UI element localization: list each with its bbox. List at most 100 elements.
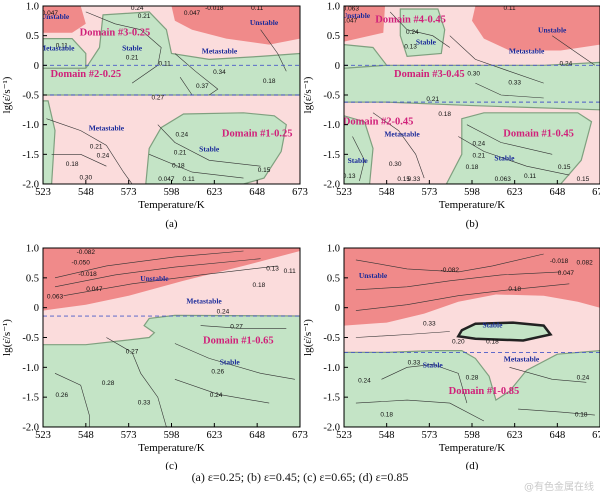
y-tick-label: -1.5 — [22, 150, 39, 161]
x-tick-label: 648 — [549, 187, 565, 198]
x-tick-label: 598 — [464, 187, 480, 198]
x-tick-label: 648 — [549, 430, 565, 441]
region-unstable — [171, 6, 300, 45]
contour-label: 0.27 — [230, 324, 243, 331]
y-axis-label: lg(ε̇/s⁻¹) — [302, 76, 314, 113]
contour-line — [389, 11, 450, 48]
panel-letter: (c) — [165, 460, 178, 470]
region-label: Unstable — [342, 11, 371, 20]
contour-label: 0.27 — [126, 349, 139, 356]
contour-label: 0.11 — [284, 268, 297, 275]
y-tick-label: 1.0 — [327, 2, 340, 13]
contour-label: 0.24 — [577, 374, 590, 381]
region-stable — [399, 8, 446, 58]
contour-label: 0.15 — [258, 167, 271, 174]
region-unstable — [344, 6, 385, 42]
x-tick-label: 623 — [507, 187, 523, 198]
contour-label: 0.21 — [426, 96, 439, 103]
contour-label: 0.34 — [213, 69, 226, 76]
x-tick-label: 598 — [464, 430, 480, 441]
y-tick-label: -1.5 — [22, 393, 39, 404]
region-stable — [344, 349, 600, 427]
y-axis-label: lg(ε̇/s⁻¹) — [302, 319, 314, 356]
contour-label: 0.063 — [47, 294, 64, 301]
domain-label: Domain #2-0.45 — [343, 117, 414, 128]
region-stable — [344, 115, 374, 184]
contour-label: 0.063 — [495, 176, 512, 183]
contour-label: 0.15 — [558, 164, 571, 171]
x-tick-label: 673 — [592, 187, 600, 198]
contour-line — [149, 154, 244, 179]
x-tick-label: 623 — [206, 430, 222, 441]
contour-label: 0.18 — [438, 111, 451, 118]
contour-label: 0.21 — [126, 54, 139, 61]
contour-label: 0.15 — [397, 176, 410, 183]
contour-label: 0.11 — [524, 173, 537, 180]
region-stable — [456, 321, 553, 342]
y-axis-label: lg(ε̇/s⁻¹) — [1, 76, 13, 113]
x-axis-label: Temperature/K — [138, 442, 204, 454]
x-tick-label: 548 — [379, 430, 395, 441]
region-label: Stable — [482, 320, 503, 329]
contour-label: 0.13 — [343, 173, 356, 180]
contour-label: 0.047 — [42, 10, 59, 17]
contour-label: 0.047 — [86, 286, 103, 293]
x-tick-label: 623 — [206, 187, 222, 198]
region-label: Stable — [416, 38, 437, 47]
region-label: Stable — [122, 44, 143, 53]
y-tick-label: 0 — [34, 61, 39, 72]
contour-line — [174, 379, 270, 404]
region-label: Stable — [423, 360, 444, 369]
panel-letter: (b) — [466, 218, 479, 230]
contour-label: 0.18 — [466, 164, 479, 171]
y-tick-label: 0 — [34, 303, 39, 314]
domain-label: Domain #1-0.45 — [503, 129, 574, 140]
contour-label: 0.18 — [172, 162, 185, 169]
contour-label: 0.30 — [467, 70, 480, 77]
contour-label: -0.018 — [205, 5, 224, 12]
contour-label: 0.24 — [406, 29, 419, 36]
y-tick-label: -2.0 — [323, 423, 340, 434]
contour-label: 0.082 — [576, 260, 593, 267]
x-axis-label: Temperature/K — [439, 442, 505, 454]
y-tick-label: -1.0 — [22, 363, 39, 374]
panel-b: 0.063 0.047 0.11 0.13 0.24 0.24 0.33 0.30 0.21 0.… — [302, 2, 600, 230]
contour-line — [355, 399, 485, 422]
contour-label: 0.18 — [66, 161, 79, 168]
x-tick-label: 598 — [164, 430, 180, 441]
domain-label: Domain #4-0.45 — [375, 15, 446, 26]
contour-line — [509, 367, 587, 383]
contour-label: 0.28 — [466, 374, 479, 381]
region-unstable — [43, 248, 300, 311]
domain-label: Domain #1-0.25 — [222, 129, 293, 140]
region-unstable — [344, 248, 600, 326]
x-tick-label: 573 — [121, 430, 137, 441]
contour-line — [355, 253, 544, 273]
contour-line — [200, 325, 287, 329]
region-stable — [43, 11, 300, 96]
x-tick-label: 523 — [35, 430, 51, 441]
contour-line — [458, 136, 570, 176]
x-tick-label: 673 — [292, 187, 308, 198]
x-tick-label: 523 — [336, 430, 352, 441]
y-tick-label: -0.5 — [22, 91, 39, 102]
contour-label: 0.26 — [211, 368, 224, 375]
region-stable — [43, 38, 87, 69]
region-label: Metastable — [186, 296, 222, 305]
contour-line — [355, 283, 570, 311]
y-tick-label: 0 — [335, 61, 340, 72]
contour-line — [106, 337, 167, 427]
x-tick-label: 573 — [121, 187, 137, 198]
contour-line — [51, 154, 107, 167]
region-stable — [344, 61, 600, 111]
region-label: Metastable — [202, 46, 238, 55]
contour-label: 0.24 — [210, 392, 223, 399]
y-tick-label: -2.0 — [22, 180, 39, 191]
y-tick-label: -1.0 — [323, 120, 340, 131]
y-tick-label: -1.5 — [323, 393, 340, 404]
contour-label: -0.050 — [71, 260, 90, 267]
contour-label: 0.26 — [56, 392, 69, 399]
x-tick-label: 673 — [592, 430, 600, 441]
contour-label: 0.18 — [575, 411, 588, 418]
x-axis-label: Temperature/K — [439, 199, 505, 211]
